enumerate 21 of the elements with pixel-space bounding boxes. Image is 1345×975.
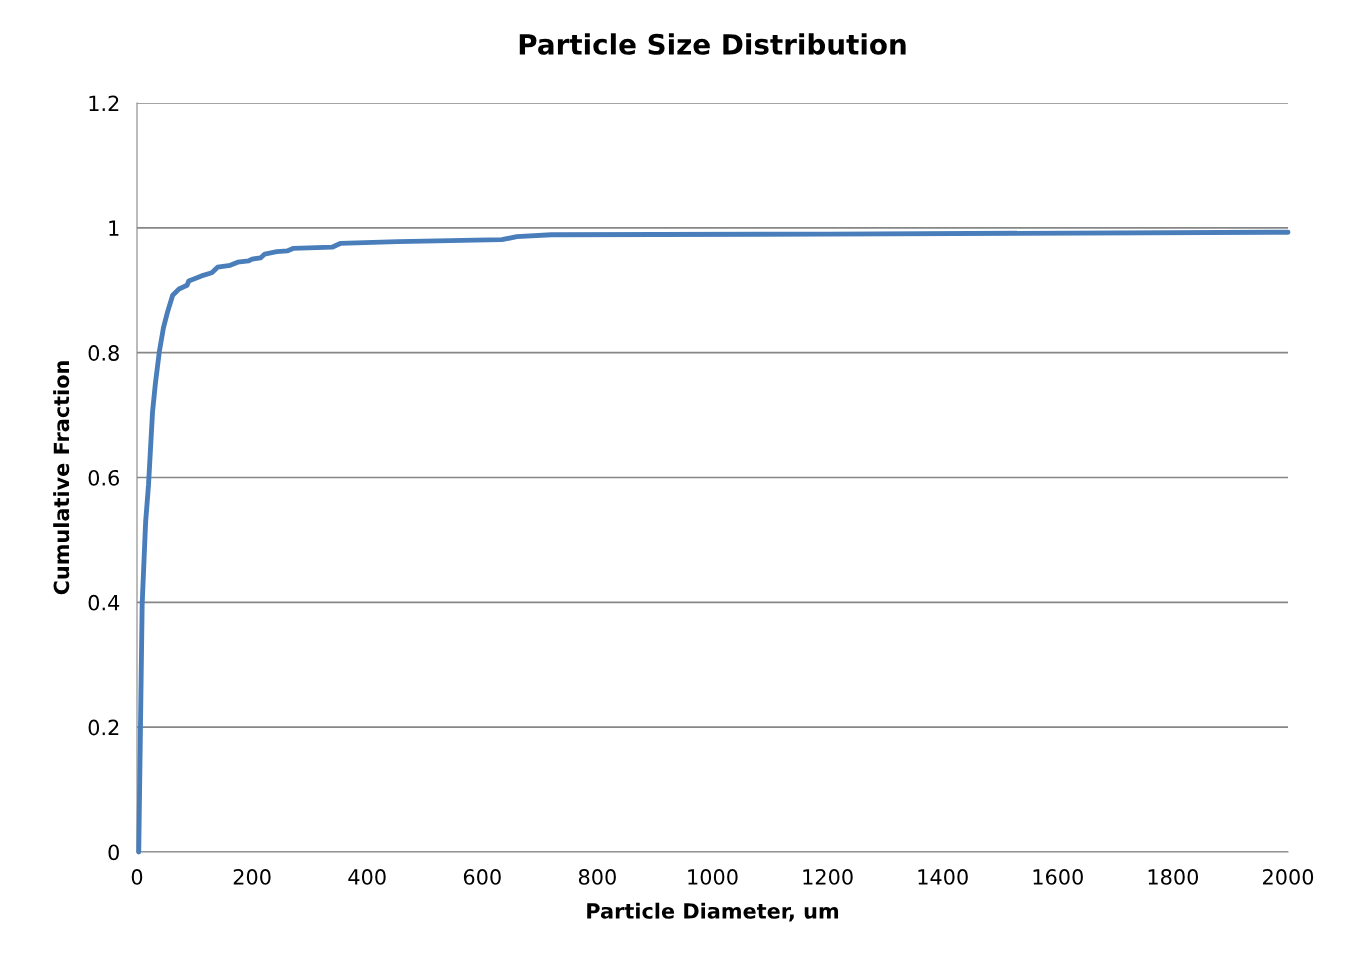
x-tick-label: 2000 (1263, 869, 1314, 885)
y-tick-label: 0.8 (88, 345, 119, 361)
x-tick-label: 400 (348, 869, 386, 885)
x-tick-label: 200 (233, 869, 271, 885)
y-tick-label: 1.2 (89, 95, 119, 111)
x-tick-label: 1200 (803, 869, 853, 885)
x-tick-label: 800 (578, 869, 616, 885)
y-tick-label: 1 (109, 220, 119, 236)
y-tick-label: 0.4 (88, 594, 120, 611)
x-axis-title: Particle Diameter, um (587, 902, 839, 922)
x-tick-label: 600 (463, 869, 501, 885)
x-tick-label: 1800 (1148, 869, 1199, 885)
x-tick-label: 1600 (1033, 869, 1083, 885)
chart-title: Particle Size Distribution (519, 33, 906, 55)
y-tick-label: 0 (108, 844, 119, 861)
y-tick-label: 0.6 (88, 469, 120, 486)
y-axis-title: Cumulative Fraction (53, 361, 70, 595)
x-tick-label: 0 (131, 869, 143, 885)
x-tick-label: 1000 (688, 869, 738, 885)
y-tick-label: 0.2 (88, 719, 119, 736)
x-tick-label: 1400 (918, 869, 968, 885)
